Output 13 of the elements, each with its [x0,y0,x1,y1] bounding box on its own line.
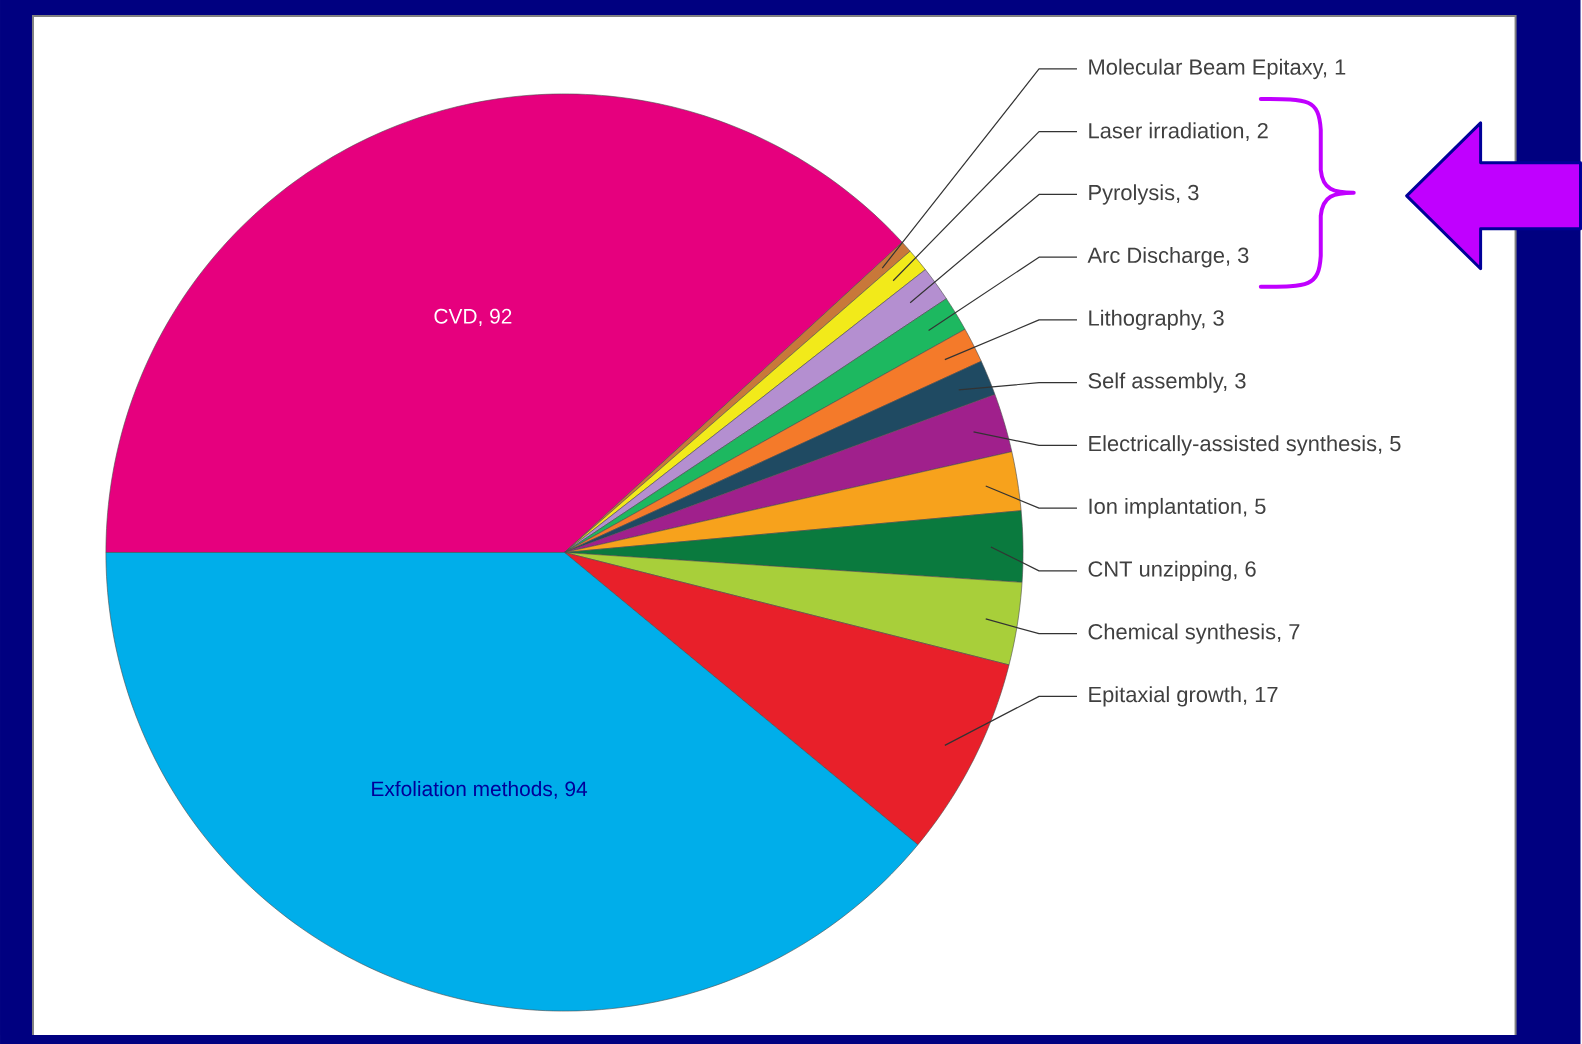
slice-label: Molecular Beam Epitaxy, 1 [1089,58,1346,80]
slice-label: Epitaxial growth, 17 [1089,686,1278,707]
slice-label: Self assembly, 3 [1088,372,1246,393]
slice-label: Laser irradiation, 2 [1089,122,1268,142]
slice-label: Exfoliation methods, 94 [372,780,588,799]
slice-label: Arc Discharge, 3 [1087,246,1249,268]
slice-label: Pyrolysis, 3 [1089,184,1199,205]
slice-label: CVD, 92 [434,308,512,327]
slice-label: Chemical synthesis, 7 [1088,623,1300,644]
slice-label: Electrically-assisted synthesis, 5 [1089,435,1401,456]
slice-label: CNT unzipping, 6 [1088,560,1256,582]
slice-label: Ion implantation, 5 [1089,497,1266,519]
slice-label: Lithography, 3 [1089,309,1224,331]
